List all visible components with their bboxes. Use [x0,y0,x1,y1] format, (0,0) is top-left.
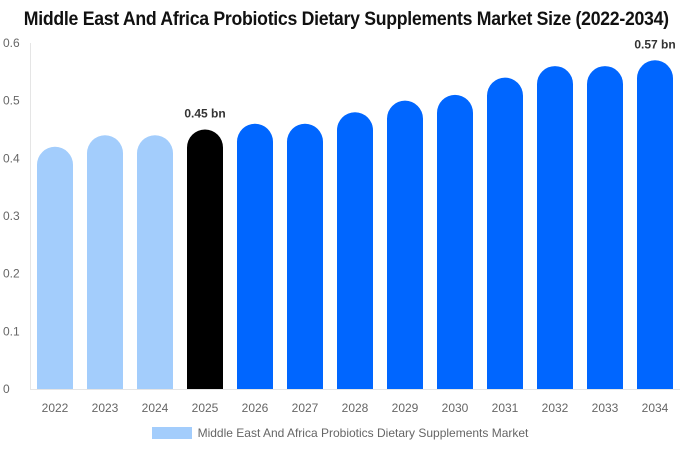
x-tick-label: 2028 [342,401,369,415]
x-tick-label: 2022 [42,401,69,415]
data-label-2034: 0.57 bn [634,37,675,51]
y-tick-label: 0.4 [3,151,20,165]
y-tick-label: 0.2 [3,267,20,281]
legend-label: Middle East And Africa Probiotics Dietar… [197,426,529,440]
bar-2022 [37,146,73,389]
x-tick-label: 2025 [192,401,219,415]
y-tick-label: 0.3 [3,209,20,223]
bar-2031 [487,77,523,389]
bar-2024 [137,135,173,389]
bar-2034 [637,60,673,389]
x-tick-label: 2024 [142,401,169,415]
y-tick-label: 0 [3,382,10,396]
bar-2032 [537,66,573,389]
bar-2026 [237,123,273,389]
x-tick-label: 2034 [642,401,669,415]
x-tick-label: 2023 [92,401,119,415]
x-tick-label: 2029 [392,401,419,415]
x-tick-label: 2031 [492,401,519,415]
y-tick-label: 0.6 [3,36,20,50]
bar-2033 [587,66,623,389]
bar-2027 [287,123,323,389]
x-tick-label: 2026 [242,401,269,415]
bar-2028 [337,112,373,389]
chart-title: Middle East And Africa Probiotics Dietar… [23,9,669,30]
legend: Middle East And Africa Probiotics Dietar… [0,426,680,440]
bar-2030 [437,94,473,389]
bar-2025 [187,129,223,389]
data-label-2025: 0.45 bn [184,107,225,121]
bar-2023 [87,135,123,389]
x-tick-label: 2033 [592,401,619,415]
legend-swatch [151,427,192,439]
y-tick-label: 0.5 [3,94,20,108]
bar-2029 [387,100,423,389]
y-tick-label: 0.1 [3,324,20,338]
x-tick-label: 2030 [442,401,469,415]
x-tick-label: 2032 [542,401,569,415]
x-tick-label: 2027 [292,401,319,415]
